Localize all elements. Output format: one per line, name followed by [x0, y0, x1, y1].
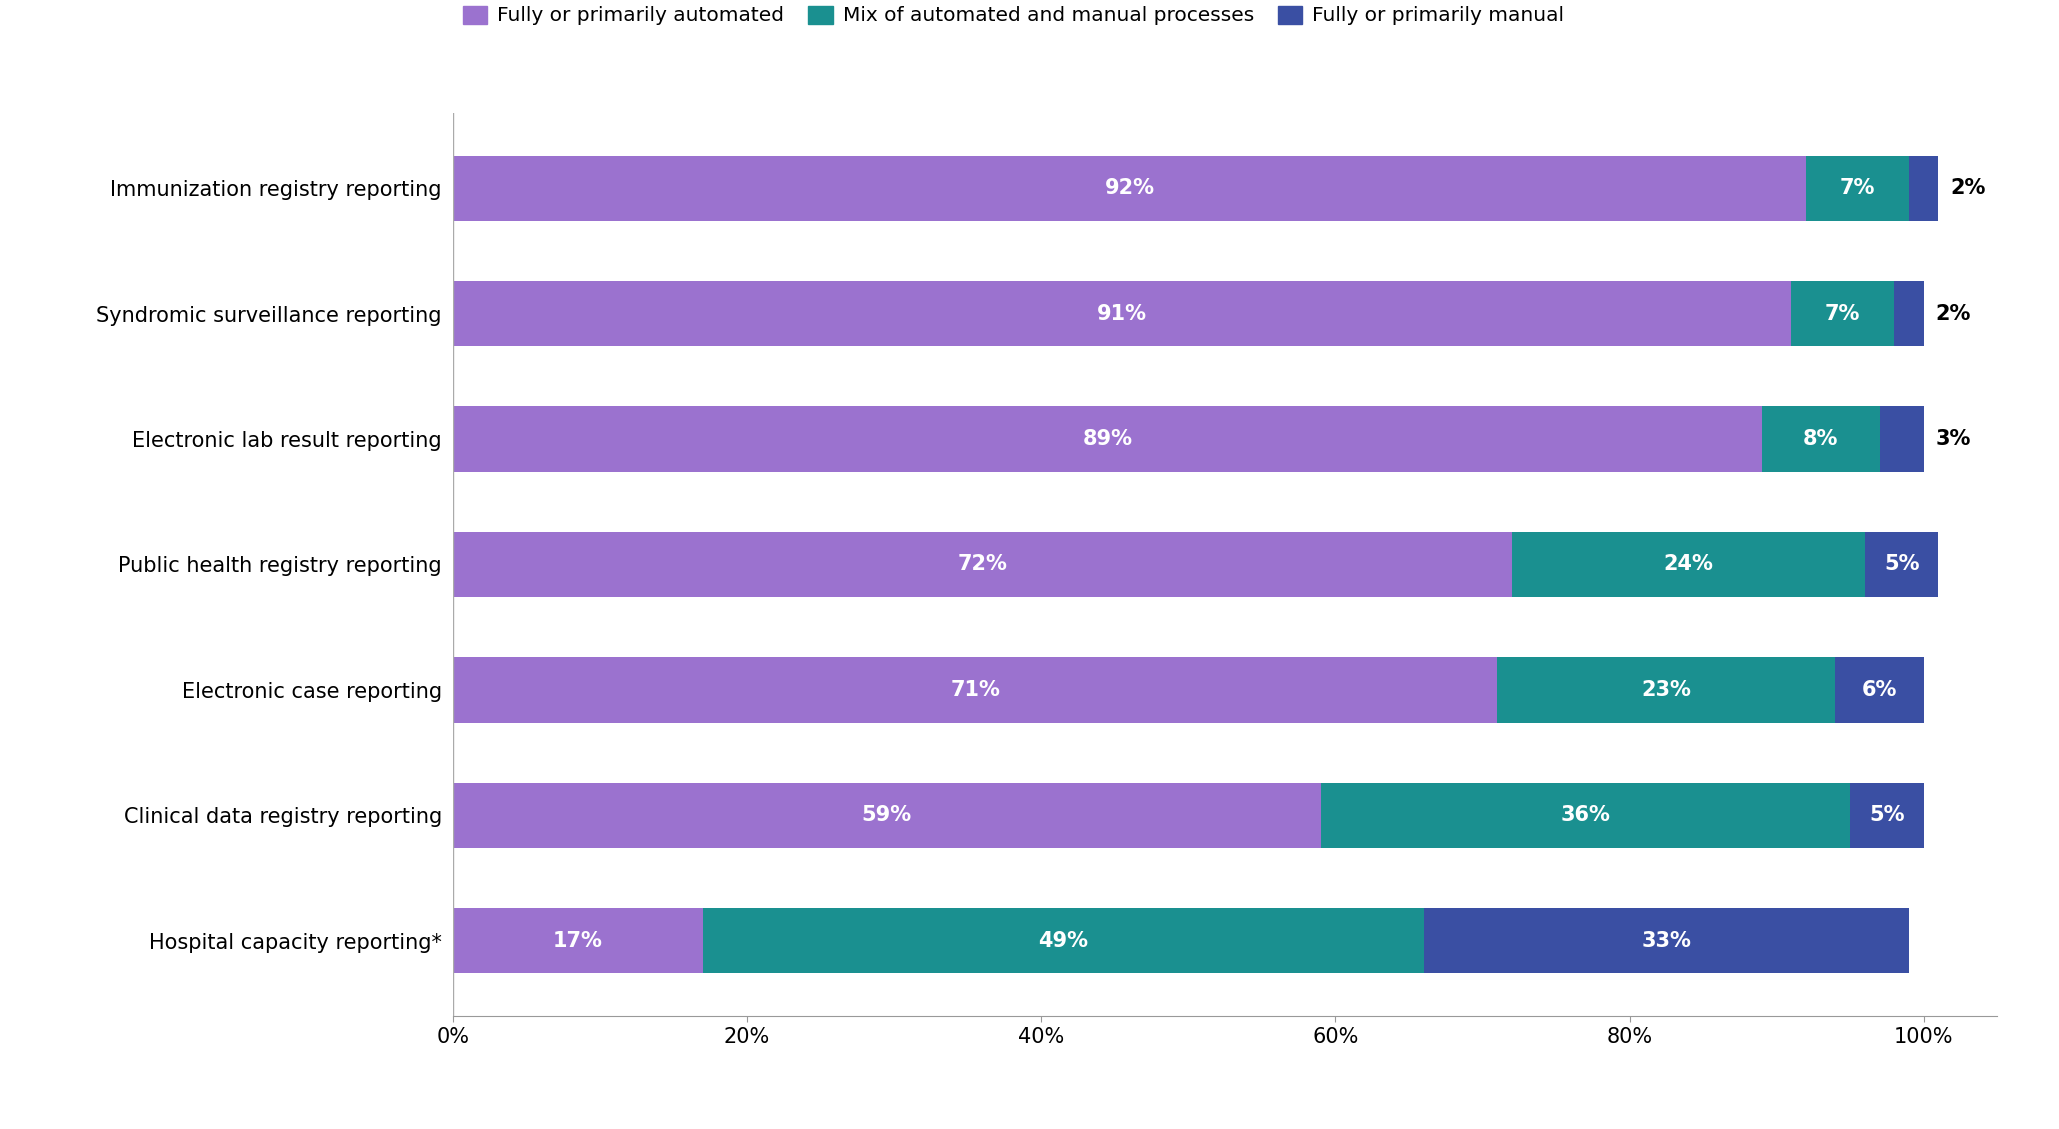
Text: 5%: 5% [1884, 554, 1919, 575]
Bar [453, 657, 1497, 723]
Bar [453, 532, 1511, 597]
Text: 59%: 59% [863, 805, 912, 825]
Text: 71%: 71% [949, 680, 1001, 700]
Text: 92%: 92% [1104, 178, 1155, 199]
Legend: Fully or primarily automated, Mix of automated and manual processes, Fully or pr: Fully or primarily automated, Mix of aut… [463, 6, 1565, 26]
Bar [1835, 657, 1923, 723]
Bar [453, 908, 702, 973]
Text: 5%: 5% [1870, 805, 1905, 825]
Bar [1851, 782, 1923, 848]
Text: 17%: 17% [554, 930, 603, 951]
Text: 23%: 23% [1641, 680, 1690, 700]
Text: 49%: 49% [1038, 930, 1089, 951]
Text: 6%: 6% [1861, 680, 1896, 700]
Bar [453, 156, 1806, 221]
Bar [1894, 281, 1923, 347]
Bar [453, 782, 1320, 848]
Text: 7%: 7% [1824, 304, 1861, 324]
Bar [1880, 406, 1923, 472]
Text: 2%: 2% [1950, 178, 1985, 199]
Bar [1791, 281, 1894, 347]
Bar [1497, 657, 1835, 723]
Bar [1511, 532, 1865, 597]
Text: 7%: 7% [1841, 178, 1876, 199]
Bar [1909, 156, 1938, 221]
Text: 89%: 89% [1083, 429, 1132, 449]
Text: 24%: 24% [1664, 554, 1713, 575]
Bar [1423, 908, 1909, 973]
Text: 33%: 33% [1641, 930, 1690, 951]
Bar [453, 406, 1763, 472]
Bar [702, 908, 1423, 973]
Text: 8%: 8% [1804, 429, 1839, 449]
Text: 72%: 72% [957, 554, 1007, 575]
Bar [1763, 406, 1880, 472]
Text: 36%: 36% [1561, 805, 1610, 825]
Bar [1865, 532, 1938, 597]
Text: 91%: 91% [1097, 304, 1147, 324]
Bar [1806, 156, 1909, 221]
Text: 2%: 2% [1935, 304, 1970, 324]
Bar [1320, 782, 1851, 848]
Bar [453, 281, 1791, 347]
Text: 3%: 3% [1935, 429, 1970, 449]
